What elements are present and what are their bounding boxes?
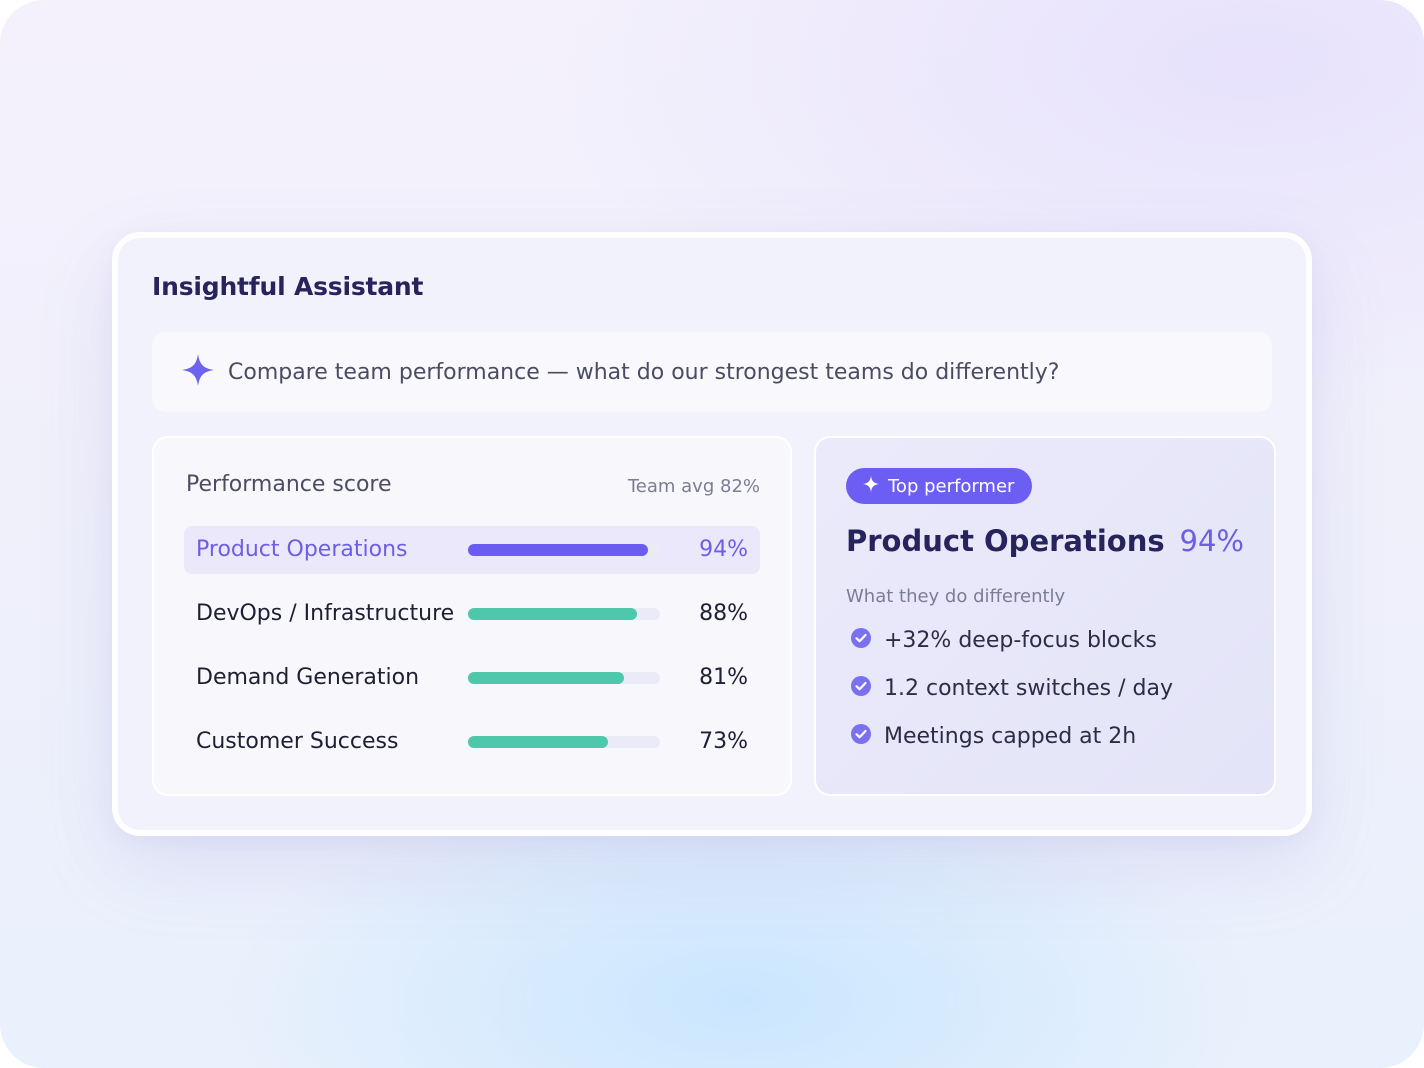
card-title: Insightful Assistant: [152, 272, 424, 301]
team-score: 73%: [699, 729, 748, 754]
check-circle-icon: [850, 675, 872, 701]
differences-subtitle: What they do differently: [846, 586, 1066, 607]
score-bar-fill: [468, 672, 624, 684]
team-row-demand-generation[interactable]: Demand Generation 81%: [184, 654, 760, 702]
score-bar: [468, 672, 660, 684]
difference-item: 1.2 context switches / day: [850, 673, 1173, 703]
team-row-product-operations[interactable]: Product Operations 94%: [184, 526, 760, 574]
check-circle-icon: [850, 627, 872, 653]
prompt-text: Compare team performance — what do our s…: [228, 359, 1060, 385]
top-performer-score: 94%: [1179, 524, 1244, 558]
badge-label: Top performer: [888, 475, 1015, 497]
team-name: Product Operations: [196, 537, 408, 562]
difference-text: 1.2 context switches / day: [884, 675, 1173, 701]
top-performer-badge: Top performer: [846, 468, 1032, 504]
team-row-customer-success[interactable]: Customer Success 73%: [184, 718, 760, 766]
score-bar: [468, 608, 660, 620]
top-performer-name: Product Operations: [846, 524, 1165, 558]
score-bar-fill: [468, 544, 649, 556]
team-row-devops[interactable]: DevOps / Infrastructure 88%: [184, 590, 760, 638]
difference-text: Meetings capped at 2h: [884, 723, 1137, 749]
assistant-card: Insightful Assistant Compare team perfor…: [112, 232, 1312, 836]
score-bar-fill: [468, 608, 637, 620]
team-name: Customer Success: [196, 729, 399, 754]
score-bar-fill: [468, 736, 609, 748]
difference-item: Meetings capped at 2h: [850, 721, 1136, 751]
difference-text: +32% deep-focus blocks: [884, 627, 1157, 653]
performance-panel: Performance score Team avg 82% Product O…: [152, 436, 792, 796]
sparkle-icon: [862, 475, 880, 497]
team-score: 88%: [699, 601, 748, 626]
team-score: 94%: [699, 537, 748, 562]
performance-title: Performance score: [186, 472, 392, 497]
check-circle-icon: [850, 723, 872, 749]
team-average: Team avg 82%: [627, 476, 760, 497]
score-bar: [468, 544, 660, 556]
difference-item: +32% deep-focus blocks: [850, 625, 1157, 655]
top-performer-panel: Top performer Product Operations 94% Wha…: [814, 436, 1276, 796]
team-score: 81%: [699, 665, 748, 690]
score-bar: [468, 736, 660, 748]
prompt-box[interactable]: Compare team performance — what do our s…: [152, 332, 1272, 412]
team-name: DevOps / Infrastructure: [196, 601, 455, 626]
team-name: Demand Generation: [196, 665, 420, 690]
sparkle-icon: [180, 352, 216, 392]
